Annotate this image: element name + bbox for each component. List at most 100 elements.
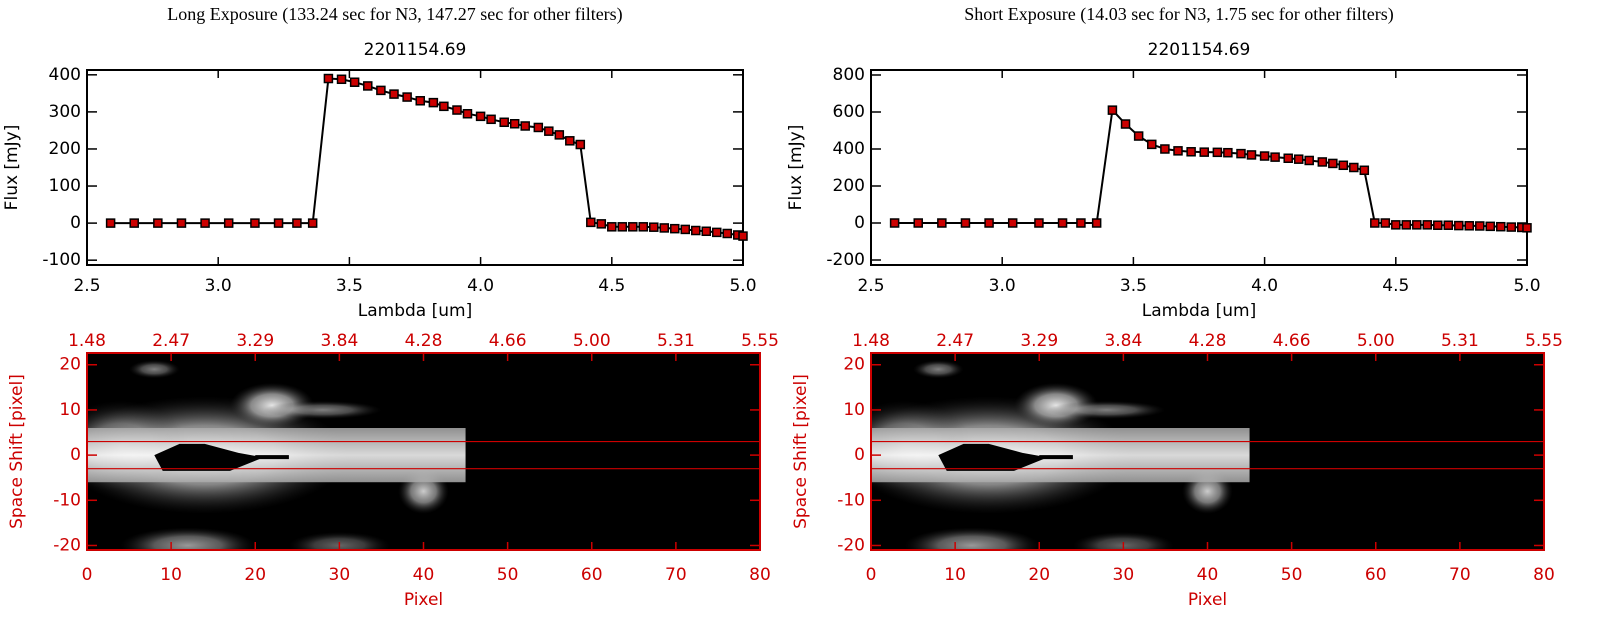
data-point: [1283, 153, 1293, 163]
data-point: [415, 96, 425, 106]
data-point: [638, 222, 649, 232]
data-point: [129, 218, 139, 228]
data-point: [1443, 220, 1454, 230]
x-tick-label: 50: [497, 565, 519, 585]
x-tick-label: 0: [82, 565, 93, 585]
x2-tick-label: 3.84: [320, 331, 358, 351]
data-point: [389, 89, 399, 99]
y-tick-label: -20: [53, 535, 81, 555]
x2-tick-label: 5.31: [657, 331, 695, 351]
x-tick-label: 30: [329, 565, 351, 585]
data-point: [586, 217, 596, 228]
image-blob: [1047, 400, 1166, 419]
data-point: [307, 218, 318, 228]
data-point: [402, 92, 412, 102]
x2-tick-label: 2.47: [936, 331, 974, 351]
data-point: [1433, 220, 1443, 230]
y-tick-label: 400: [833, 139, 865, 159]
x-tick-label: 70: [665, 565, 687, 585]
data-point: [628, 222, 638, 232]
y-tick-label: 600: [833, 102, 865, 122]
y-tick-label: -100: [42, 250, 81, 270]
data-point: [1076, 218, 1086, 228]
x-tick-label: 4.5: [1382, 276, 1409, 296]
y-axis-label: Flux [mJy]: [786, 125, 806, 211]
data-point: [223, 218, 234, 228]
x-tick-label: 3.5: [336, 276, 363, 296]
panel-title: Short Exposure (14.03 sec for N3, 1.75 s…: [964, 4, 1393, 25]
data-point: [153, 218, 163, 228]
y-tick-label: 200: [833, 176, 865, 196]
data-point: [554, 130, 565, 140]
data-point: [575, 139, 586, 150]
x-tick-label: 30: [1113, 565, 1135, 585]
x-tick-label: 4.0: [1251, 276, 1278, 296]
data-point: [250, 218, 260, 228]
x-tick-label: 10: [944, 565, 966, 585]
data-point: [1007, 218, 1018, 228]
image-saturated: [154, 443, 264, 471]
plot-frame: [870, 69, 1528, 266]
x-tick-label: 80: [1533, 565, 1555, 585]
data-point: [200, 218, 210, 228]
y-tick-label: 10: [843, 400, 865, 420]
data-point: [1147, 139, 1157, 150]
data-point: [292, 218, 302, 228]
data-point: [1212, 147, 1223, 158]
data-point: [323, 73, 334, 84]
data-point: [1186, 147, 1196, 157]
data-point: [452, 105, 462, 115]
data-point: [1223, 147, 1233, 158]
y-tick-label: 20: [843, 355, 865, 375]
x-tick-label: 60: [581, 565, 603, 585]
data-point: [701, 226, 712, 237]
data-point: [738, 231, 748, 241]
image-saturated: [1039, 455, 1073, 460]
data-point: [1454, 220, 1464, 231]
data-point: [937, 218, 947, 228]
data-point: [1496, 221, 1506, 232]
data-line: [110, 77, 744, 238]
data-point: [1270, 152, 1280, 162]
y-tick-label: 300: [49, 102, 81, 122]
data-point: [889, 218, 900, 228]
y-axis-label: Space Shift [pixel]: [7, 374, 27, 529]
data-point: [649, 222, 659, 232]
data-point: [1522, 223, 1532, 233]
data-point: [1107, 105, 1118, 115]
data-point: [336, 74, 347, 85]
y-tick-label: 400: [49, 65, 81, 85]
y-tick-label: 100: [49, 176, 81, 196]
y-tick-label: 0: [70, 213, 81, 233]
chart-title: 2201154.69: [364, 40, 467, 60]
data-point: [1338, 160, 1349, 171]
data-point: [607, 222, 617, 232]
data-point: [1380, 218, 1391, 228]
x-tick-label: 3.0: [205, 276, 232, 296]
y-tick-label: 0: [854, 213, 865, 233]
x2-tick-label: 3.29: [1020, 331, 1058, 351]
x-tick-label: 70: [1449, 565, 1471, 585]
data-point: [1160, 144, 1170, 154]
image: [871, 353, 1544, 550]
x-tick-label: 2.5: [857, 276, 884, 296]
data-point: [475, 111, 486, 122]
data-point: [499, 117, 509, 128]
image-blob: [129, 360, 180, 379]
data-point: [533, 122, 544, 133]
data-point: [1304, 155, 1314, 166]
data-point: [659, 223, 670, 233]
data-line: [894, 107, 1528, 229]
data-point: [1359, 165, 1370, 176]
y-tick-label: 200: [49, 139, 81, 159]
data-point: [670, 223, 680, 234]
data-point: [680, 224, 691, 235]
x2-tick-label: 3.84: [1104, 331, 1142, 351]
data-point: [1259, 151, 1270, 161]
data-point: [428, 97, 439, 108]
data-point: [1120, 119, 1131, 129]
x2-tick-label: 3.29: [236, 331, 274, 351]
data-point: [462, 108, 473, 119]
y-tick-label: -10: [53, 490, 81, 510]
